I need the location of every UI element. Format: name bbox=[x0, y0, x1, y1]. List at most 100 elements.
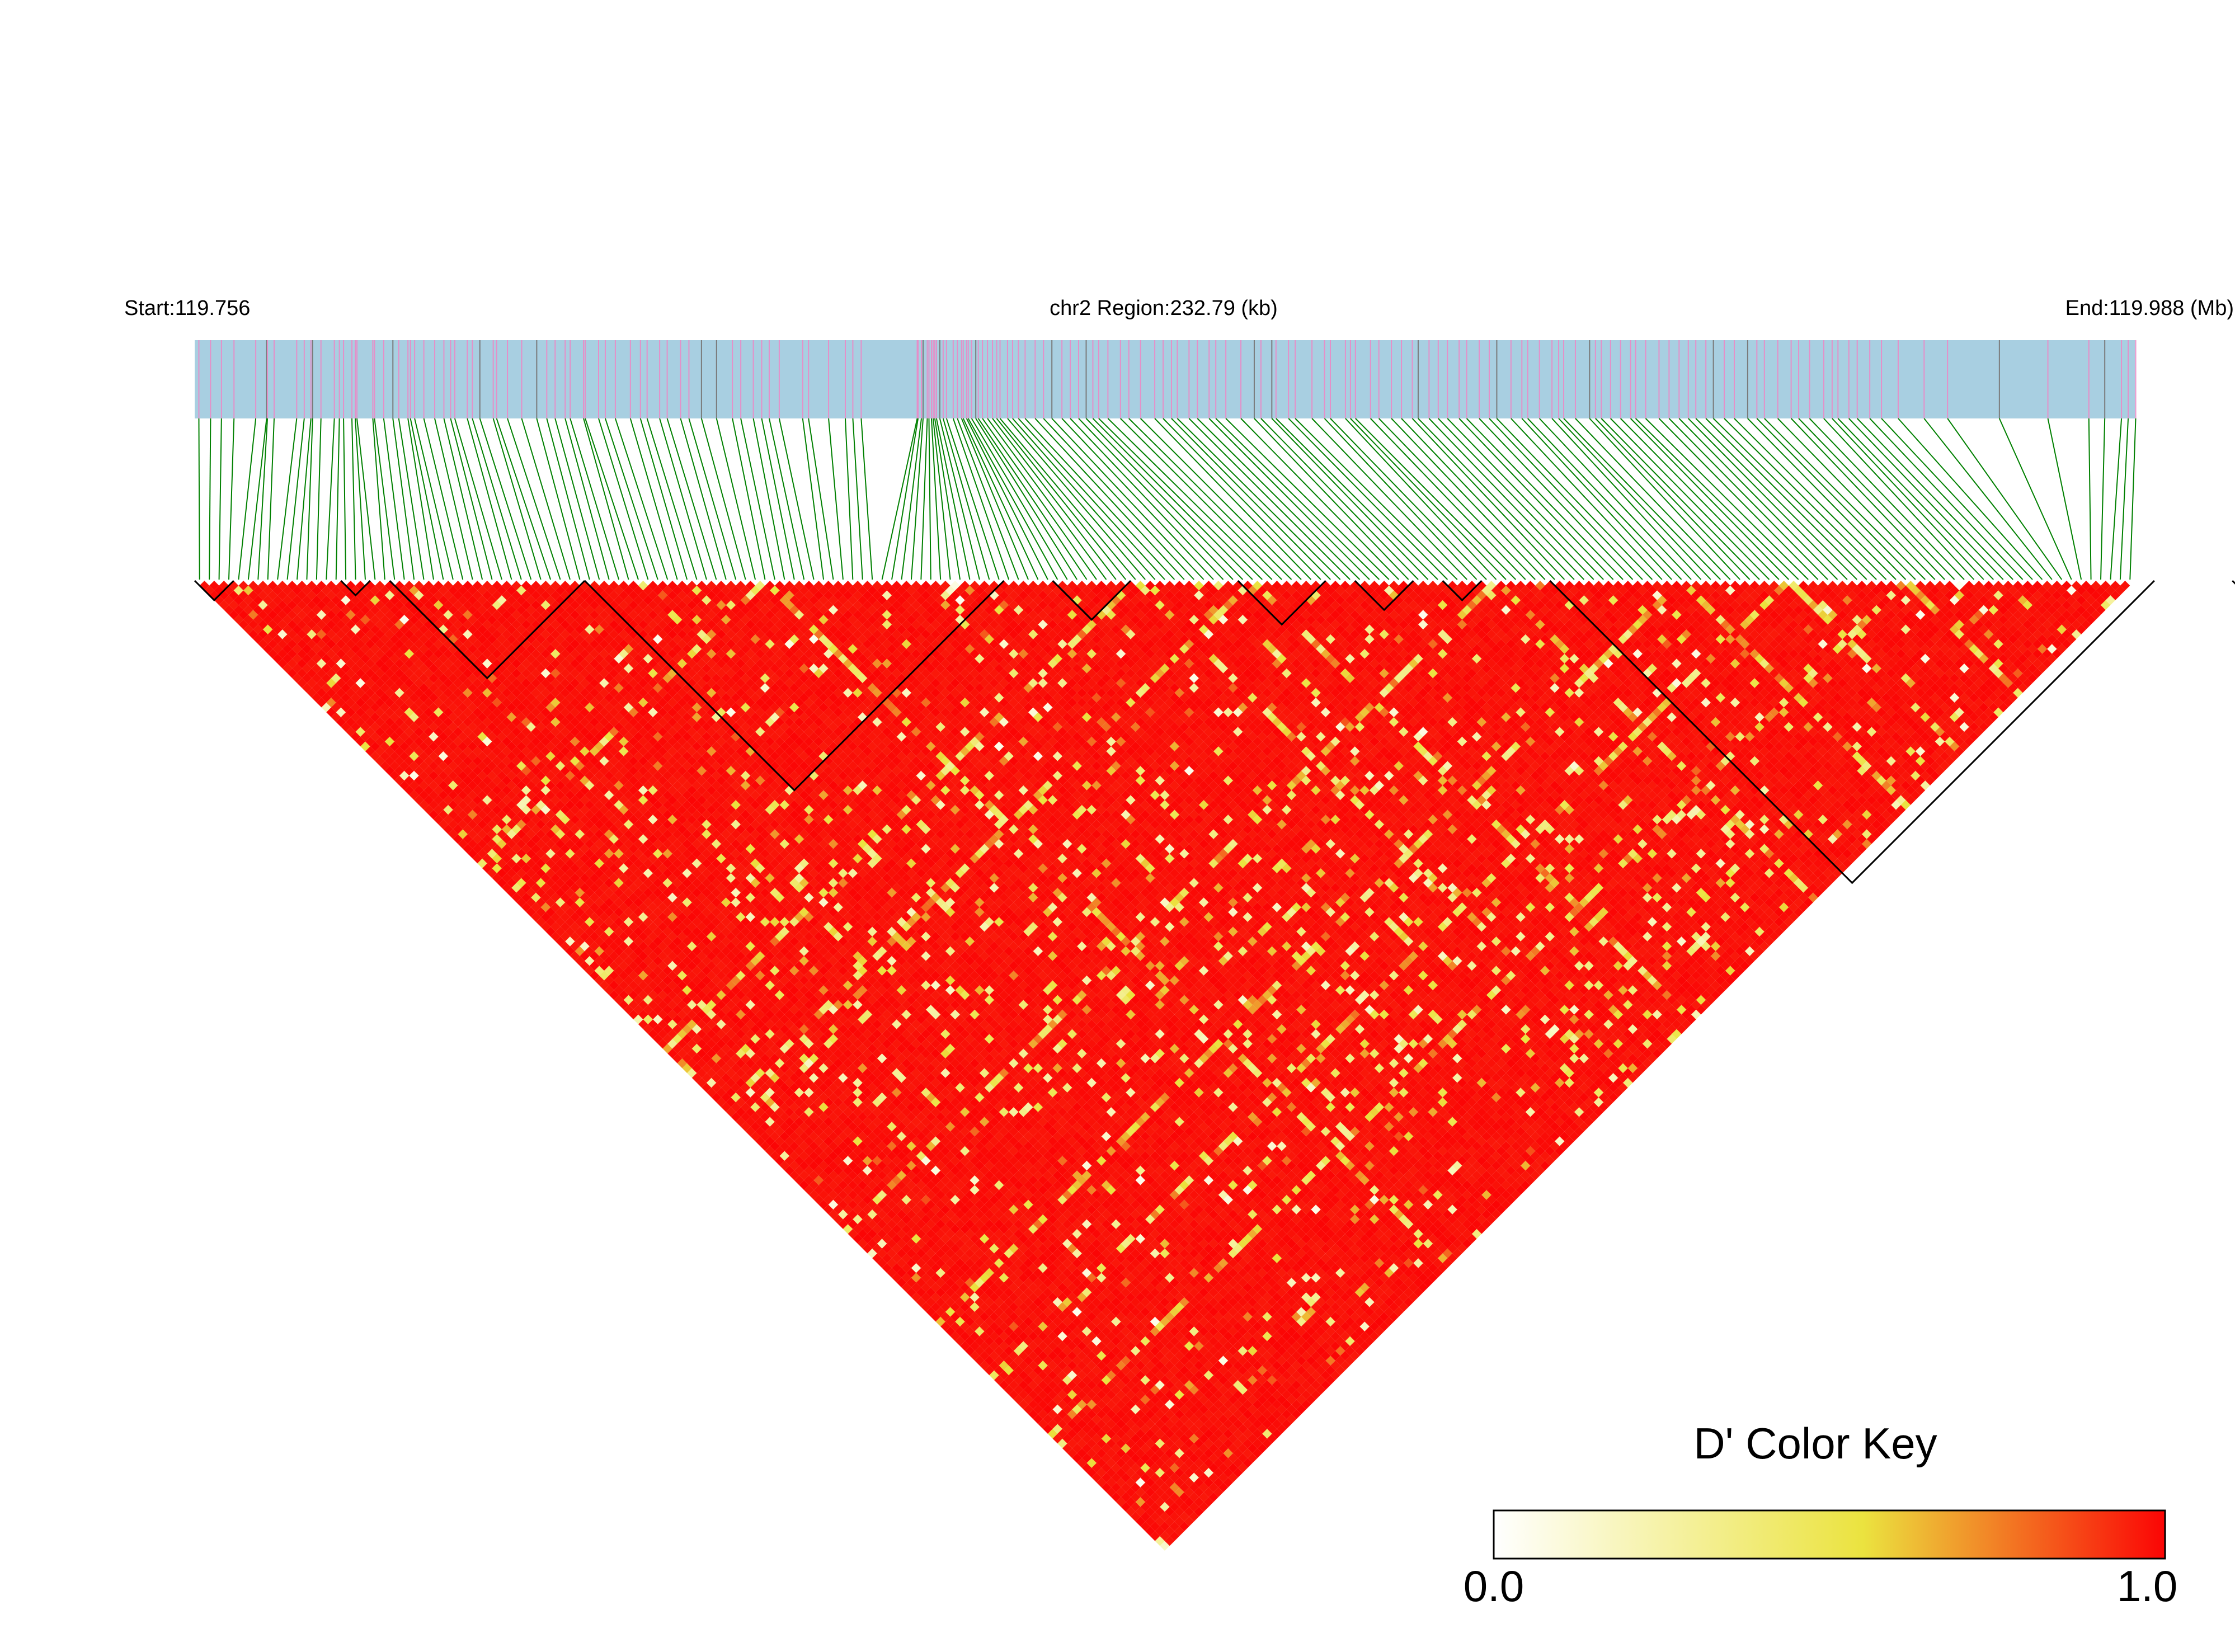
ld-cell bbox=[448, 829, 458, 839]
snp-connector-line bbox=[583, 418, 629, 580]
ld-cell bbox=[731, 1082, 741, 1093]
ld-cell bbox=[350, 683, 361, 693]
ld-cell bbox=[287, 619, 297, 630]
snp-connector-line bbox=[1447, 418, 1604, 580]
ld-cell bbox=[794, 1146, 804, 1156]
ld-cell bbox=[950, 1331, 961, 1342]
ld-cell bbox=[892, 1244, 902, 1254]
ld-cell bbox=[1111, 1482, 1121, 1493]
ld-cell bbox=[424, 756, 434, 766]
snp-connector-line bbox=[410, 418, 444, 580]
snp-connector-line bbox=[1240, 418, 1399, 580]
snp-connector-line bbox=[257, 418, 269, 580]
snp-connector-line bbox=[570, 418, 620, 580]
region-end-label: End:119.988 (Mb) bbox=[2065, 296, 2234, 321]
ld-cell bbox=[535, 917, 546, 927]
ld-cell bbox=[497, 829, 507, 839]
ld-cell bbox=[774, 1146, 785, 1156]
ld-cell bbox=[375, 727, 385, 737]
snp-connector-line bbox=[945, 418, 1000, 580]
snp-connector-line bbox=[372, 418, 385, 580]
ld-cell bbox=[482, 834, 492, 844]
ld-cell bbox=[999, 1361, 1009, 1371]
ld-cell bbox=[828, 1180, 839, 1190]
ld-cell bbox=[774, 1156, 785, 1166]
ld-cell bbox=[458, 800, 468, 810]
ld-cell bbox=[433, 785, 444, 796]
ld-cell bbox=[531, 912, 541, 922]
ld-cell bbox=[375, 756, 385, 766]
ld-cell bbox=[930, 1312, 941, 1322]
ld-cell bbox=[916, 1248, 926, 1259]
ld-cell bbox=[492, 844, 502, 854]
ld-cell bbox=[872, 1244, 882, 1254]
ld-cell bbox=[867, 1219, 877, 1229]
ld-cell bbox=[955, 1287, 965, 1297]
snp-connector-line bbox=[1563, 418, 1721, 580]
snp-connector-line bbox=[1438, 418, 1594, 580]
ld-cell bbox=[302, 673, 312, 683]
snp-connector-line bbox=[1018, 418, 1165, 580]
ld-cell bbox=[721, 1082, 731, 1093]
ld-cell bbox=[906, 1239, 916, 1249]
ld-cell bbox=[935, 1287, 945, 1297]
snp-connector-line bbox=[1370, 418, 1526, 580]
ld-cell bbox=[1052, 1424, 1063, 1434]
snp-connector-line bbox=[1511, 418, 1663, 580]
ld-cell bbox=[862, 1224, 873, 1234]
ld-cell bbox=[399, 761, 410, 771]
snp-connector-line bbox=[987, 418, 1107, 580]
ld-cell bbox=[828, 1199, 839, 1210]
ld-cell bbox=[375, 746, 385, 756]
ld-cell bbox=[887, 1268, 897, 1278]
ld-cell bbox=[394, 766, 404, 776]
ld-cell bbox=[916, 1278, 926, 1288]
snp-connector-line bbox=[1856, 418, 2013, 580]
ld-cell bbox=[501, 883, 512, 893]
snp-connector-line bbox=[992, 418, 1117, 580]
ld-cell bbox=[935, 1316, 945, 1327]
ld-cell bbox=[535, 907, 546, 917]
ld-cell bbox=[887, 1219, 897, 1229]
ld-cell bbox=[623, 975, 634, 986]
ld-cell bbox=[287, 639, 297, 649]
snp-connector-line bbox=[688, 418, 737, 580]
ld-cell bbox=[1121, 1482, 1131, 1493]
ld-cell bbox=[1028, 1399, 1038, 1410]
ld-cell bbox=[633, 995, 643, 1005]
ld-cell bbox=[1160, 1492, 1170, 1502]
ld-cell bbox=[1004, 1356, 1014, 1366]
ld-cell bbox=[970, 1321, 980, 1331]
ld-cell bbox=[487, 829, 497, 839]
ld-cell bbox=[414, 795, 424, 805]
ld-cell bbox=[560, 912, 570, 922]
ld-cell bbox=[277, 619, 288, 630]
ld-cell bbox=[516, 858, 526, 869]
ld-cell bbox=[433, 766, 444, 776]
ld-cell bbox=[623, 966, 634, 976]
ld-cell bbox=[492, 834, 502, 844]
ld-cell bbox=[1121, 1472, 1131, 1483]
ld-cell bbox=[540, 883, 551, 893]
ld-cell bbox=[341, 683, 351, 693]
ld-cell bbox=[994, 1326, 1004, 1336]
snp-connector-line bbox=[768, 418, 805, 580]
ld-cell bbox=[784, 1136, 794, 1146]
snp-connector-line bbox=[1747, 418, 1907, 580]
snp-connector-line bbox=[1171, 418, 1331, 580]
snp-connector-line bbox=[454, 418, 502, 580]
snp-connector-line bbox=[2088, 418, 2092, 580]
ld-cell bbox=[409, 751, 419, 761]
ld-cell bbox=[848, 1190, 858, 1200]
snp-connector-line bbox=[1489, 418, 1643, 580]
ld-cell bbox=[765, 1136, 775, 1146]
snp-connector-line bbox=[844, 418, 854, 580]
snp-connector-line bbox=[1630, 418, 1790, 580]
ld-cell bbox=[307, 629, 317, 639]
ld-cell bbox=[940, 1292, 951, 1302]
snp-connector-line bbox=[1832, 418, 1984, 580]
ld-cell bbox=[818, 1180, 829, 1190]
ld-cell bbox=[429, 809, 439, 820]
ld-cell bbox=[1145, 1507, 1155, 1517]
ld-cell bbox=[1067, 1438, 1077, 1449]
